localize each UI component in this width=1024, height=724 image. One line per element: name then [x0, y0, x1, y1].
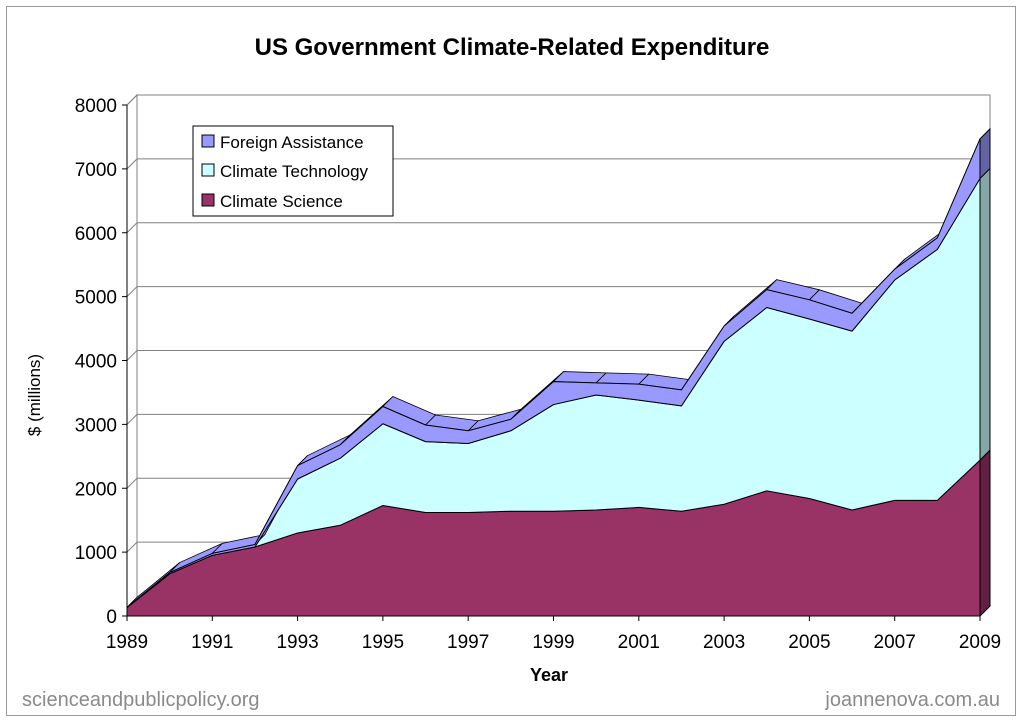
y-tick-label: 5000	[75, 288, 117, 309]
legend-swatch-climate-science	[201, 193, 215, 207]
legend-swatch-foreign-assistance	[201, 134, 215, 148]
x-tick-label: 2001	[618, 632, 660, 653]
y-tick-label: 8000	[75, 96, 117, 117]
x-tick-label: 2003	[703, 632, 745, 653]
x-axis-title: Year	[530, 665, 568, 685]
y-tick-label: 2000	[75, 479, 117, 500]
chart-frame	[6, 6, 1016, 716]
gridline	[126, 222, 990, 234]
area-side-shade-climate-science	[980, 450, 990, 616]
credit-right: joannenova.com.au	[824, 689, 1000, 711]
x-tick-label: 2007	[874, 632, 916, 653]
legend-swatch-climate-technology	[201, 163, 215, 177]
area-side-shade-climate-technology	[980, 168, 990, 461]
y-tick-label: 7000	[75, 160, 117, 181]
y-tick-labels: 0 1000 2000 3000 4000 5000 6000 7000 8000	[75, 96, 128, 628]
y-tick-label: 6000	[75, 224, 117, 245]
x-tick-label: 1991	[191, 632, 233, 653]
x-tick-label: 1999	[532, 632, 574, 653]
y-tick-label: 4000	[75, 352, 117, 373]
chart-title: US Government Climate-Related Expenditur…	[255, 34, 770, 61]
area-side-foreign-assistance	[979, 127, 991, 180]
credit-left: scienceandpublicpolicy.org	[22, 689, 260, 711]
gridline	[126, 286, 990, 297]
gridline	[126, 158, 990, 170]
y-axis-title: $ (millions)	[25, 354, 44, 436]
series-areas	[126, 127, 991, 618]
legend-label-climate-science: Climate Science	[220, 192, 343, 211]
legend-label-climate-technology: Climate Technology	[220, 162, 369, 181]
y-tick-label: 1000	[75, 543, 117, 564]
x-tick-label: 1995	[362, 632, 404, 653]
x-tick-label: 1993	[276, 632, 318, 653]
x-tick-label: 1997	[447, 632, 489, 653]
x-tick-labels: 1989 1991 1993 1995 1997 1999 2001 2003 2005 2007…	[106, 615, 1001, 653]
x-tick-label: 2005	[788, 632, 830, 653]
x-tick-label: 2009	[959, 632, 1001, 653]
gridline	[126, 94, 990, 106]
legend: Foreign Assistance Climate Technology Cl…	[192, 125, 394, 217]
area-side-shade-foreign-assistance	[980, 128, 990, 179]
y-tick-label: 0	[106, 607, 117, 628]
legend-box	[192, 125, 394, 217]
legend-label-foreign-assistance: Foreign Assistance	[220, 133, 364, 152]
gridline	[126, 350, 990, 361]
y-tick-label: 3000	[75, 415, 117, 436]
x-tick-label: 1989	[106, 632, 148, 653]
